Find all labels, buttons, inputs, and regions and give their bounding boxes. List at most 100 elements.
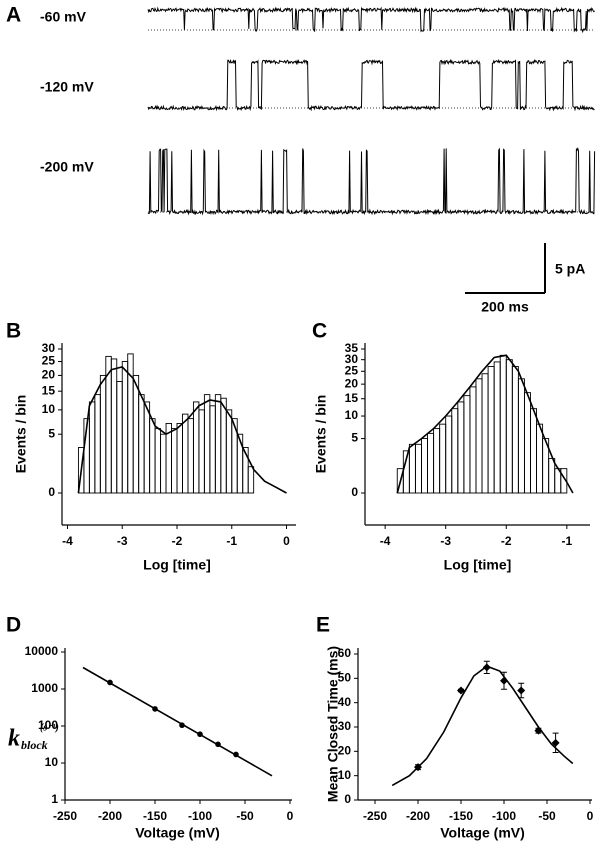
histogram-bar (198, 409, 205, 494)
histogram-bar (214, 394, 222, 494)
y-axis-label-symbol: k (8, 726, 20, 752)
x-tick-label: -4 (380, 534, 391, 548)
histogram-bar (499, 354, 507, 494)
data-point (215, 741, 221, 748)
histogram-bar (236, 433, 244, 494)
histogram-bar (203, 394, 211, 494)
x-tick-label: -200 (98, 809, 122, 823)
x-tick-label: 0 (287, 809, 294, 823)
histogram-bar (523, 392, 531, 494)
y-tick-label: 10 (45, 755, 59, 769)
y-tick-label: 1000 (31, 681, 58, 695)
trace-label: -120 mV (40, 79, 94, 95)
panel-letter: C (312, 320, 327, 343)
y-tick-label: 40 (338, 695, 352, 709)
x-tick-label: -100 (188, 809, 212, 823)
data-point (107, 679, 113, 686)
y-tick-label: 15 (42, 383, 56, 397)
histogram-bar (182, 413, 189, 494)
histogram-bar (408, 443, 416, 494)
y-tick-label: 0 (351, 485, 358, 499)
current-trace (147, 6, 595, 34)
data-point (517, 686, 526, 695)
y-tick-label: 10 (42, 402, 56, 416)
histogram-bar (116, 381, 123, 494)
data-point (551, 738, 560, 747)
x-tick-label: -50 (236, 809, 254, 823)
histogram-bar (487, 366, 495, 494)
histogram-bar (110, 358, 118, 494)
histogram-bar (138, 394, 145, 494)
histogram-bar (121, 361, 129, 494)
histogram-bar (160, 433, 167, 494)
histogram-bar (469, 386, 477, 494)
x-tick-label: -3 (440, 534, 451, 548)
histogram-bar (475, 378, 483, 494)
histogram-bar (220, 397, 227, 494)
y-tick-label: 100 (38, 718, 58, 732)
data-point (534, 726, 543, 735)
x-tick-label: -3 (117, 534, 128, 548)
data-point (500, 676, 508, 685)
histogram-bar (171, 428, 178, 494)
y-axis-label: Events / bin (313, 395, 329, 474)
histogram-bar (132, 374, 140, 494)
histogram-bar (421, 438, 428, 494)
histogram-bar (99, 374, 107, 494)
panel-letter: E (316, 614, 330, 637)
histogram-bar (247, 466, 255, 494)
data-point (233, 751, 239, 758)
histogram-bar (192, 401, 200, 494)
y-tick-label: 10 (338, 768, 352, 782)
x-tick-label: -150 (449, 809, 473, 823)
data-point (197, 731, 203, 738)
y-tick-label: 5 (351, 431, 358, 445)
histogram-bar (154, 428, 162, 494)
current-trace (147, 58, 595, 112)
histogram-bar (414, 443, 422, 494)
y-tick-label: 0 (344, 792, 351, 806)
histogram-bar (149, 418, 156, 494)
histogram-bar (94, 394, 101, 494)
fit-curve (391, 665, 574, 787)
y-tick-label: 10000 (25, 644, 59, 658)
fit-curve (77, 366, 287, 494)
y-tick-label: 30 (42, 341, 56, 355)
scale-bar (465, 243, 546, 294)
y-tick-label: 30 (338, 719, 352, 733)
y-tick-label: 50 (338, 671, 352, 685)
scale-bar-x-label: 200 ms (481, 299, 529, 315)
histogram-bar (493, 361, 501, 494)
x-axis-label: Log [time] (444, 557, 512, 573)
histogram-bar (176, 422, 183, 494)
y-tick-label: 0 (48, 485, 55, 499)
y-axis-label-subscript: block (21, 738, 48, 752)
histogram-bar (451, 408, 459, 494)
y-tick-label: 15 (345, 391, 359, 405)
fit-curve (82, 666, 273, 777)
histogram-bar (143, 401, 151, 494)
y-tick-label: 5 (48, 426, 55, 440)
y-tick-label: 1 (51, 792, 58, 806)
x-tick-label: -150 (143, 809, 167, 823)
trace-label: -60 mV (40, 9, 87, 25)
x-tick-label: -50 (538, 809, 556, 823)
data-point (482, 663, 491, 672)
x-tick-label: 0 (587, 809, 594, 823)
y-tick-label: 10 (345, 408, 359, 422)
trace-label: -200 mV (40, 159, 94, 175)
x-tick-label: -2 (501, 534, 512, 548)
panel-letter: D (6, 614, 21, 637)
y-tick-label: 60 (338, 646, 352, 660)
y-tick-label: 20 (42, 368, 56, 382)
histogram-bar (511, 366, 519, 494)
x-tick-label: -4 (62, 534, 73, 548)
histogram-bar (433, 428, 441, 494)
current-trace (147, 147, 596, 216)
histogram-bar (517, 378, 525, 494)
histogram-bar (225, 409, 233, 494)
x-tick-label: -100 (492, 809, 516, 823)
y-axis-label: Mean Closed Time (ms) (325, 646, 341, 802)
histogram-bar (427, 432, 435, 494)
x-tick-label: -200 (406, 809, 430, 823)
